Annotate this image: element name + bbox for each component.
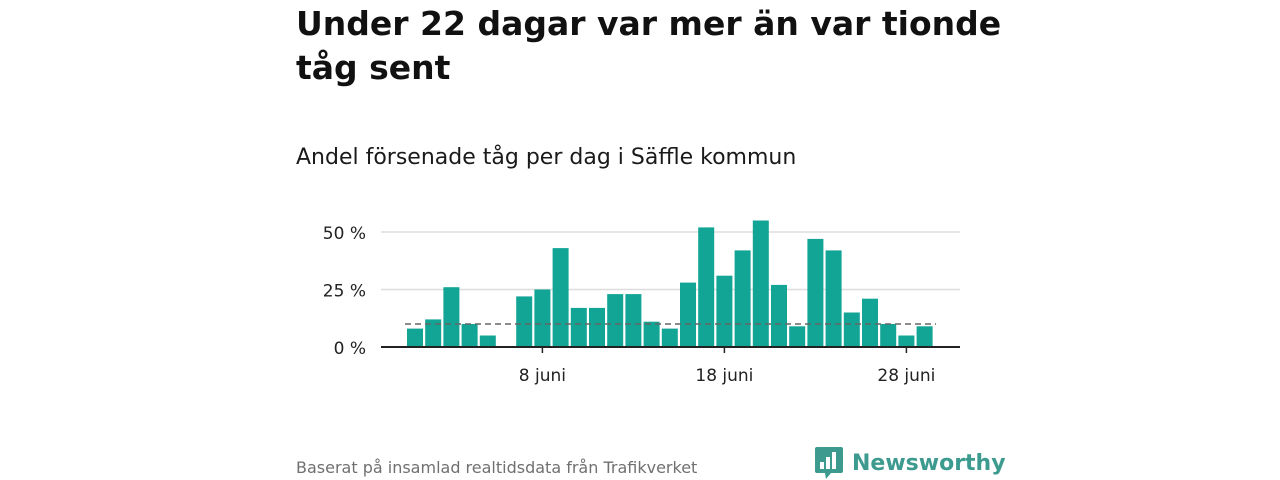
bar bbox=[461, 324, 478, 347]
bar bbox=[534, 289, 551, 347]
bar bbox=[680, 282, 696, 347]
bar bbox=[643, 321, 660, 347]
source-note: Baserat på insamlad realtidsdata från Tr… bbox=[296, 458, 698, 477]
bar bbox=[807, 238, 824, 347]
bar bbox=[752, 220, 769, 347]
bar bbox=[862, 298, 878, 347]
bar bbox=[898, 335, 915, 347]
bars bbox=[407, 220, 933, 347]
bar bbox=[516, 296, 533, 347]
bar bbox=[552, 248, 569, 347]
y-tick-label: 0 % bbox=[334, 339, 366, 359]
y-tick-label: 25 % bbox=[323, 282, 366, 302]
brand-logo: Newsworthy bbox=[814, 446, 1006, 480]
bar bbox=[570, 307, 587, 347]
brand-name: Newsworthy bbox=[852, 450, 1006, 476]
bar bbox=[880, 324, 897, 347]
bar bbox=[661, 328, 678, 347]
x-tick-label: 8 juni bbox=[519, 366, 566, 386]
y-tick-label: 50 % bbox=[323, 224, 366, 244]
bar bbox=[589, 307, 605, 347]
bar bbox=[789, 326, 806, 347]
bar bbox=[825, 250, 842, 347]
bar bbox=[479, 335, 496, 347]
x-tick-label: 28 juni bbox=[877, 366, 935, 386]
bar bbox=[771, 284, 787, 347]
x-tick-label: 18 juni bbox=[695, 366, 753, 386]
bar bbox=[625, 294, 642, 347]
bar bbox=[843, 312, 860, 347]
newsworthy-logo-icon bbox=[815, 447, 843, 479]
chart-subtitle: Andel försenade tåg per dag i Säffle kom… bbox=[296, 145, 797, 170]
bar bbox=[607, 294, 624, 347]
bar bbox=[698, 227, 715, 347]
grid-lines bbox=[381, 231, 960, 291]
bar bbox=[916, 326, 933, 347]
bar bbox=[716, 275, 733, 347]
bar bbox=[734, 250, 751, 347]
bar bbox=[425, 319, 442, 347]
bar bbox=[443, 287, 460, 347]
axes: 0 % 25 % 50 % 8 juni 18 juni 28 juni bbox=[323, 224, 960, 386]
chart-title: Under 22 dagar var mer än var tionde tåg… bbox=[296, 4, 1002, 87]
bar-chart: 0 % 25 % 50 % 8 juni 18 juni 28 juni bbox=[323, 220, 960, 386]
bar bbox=[407, 328, 423, 347]
